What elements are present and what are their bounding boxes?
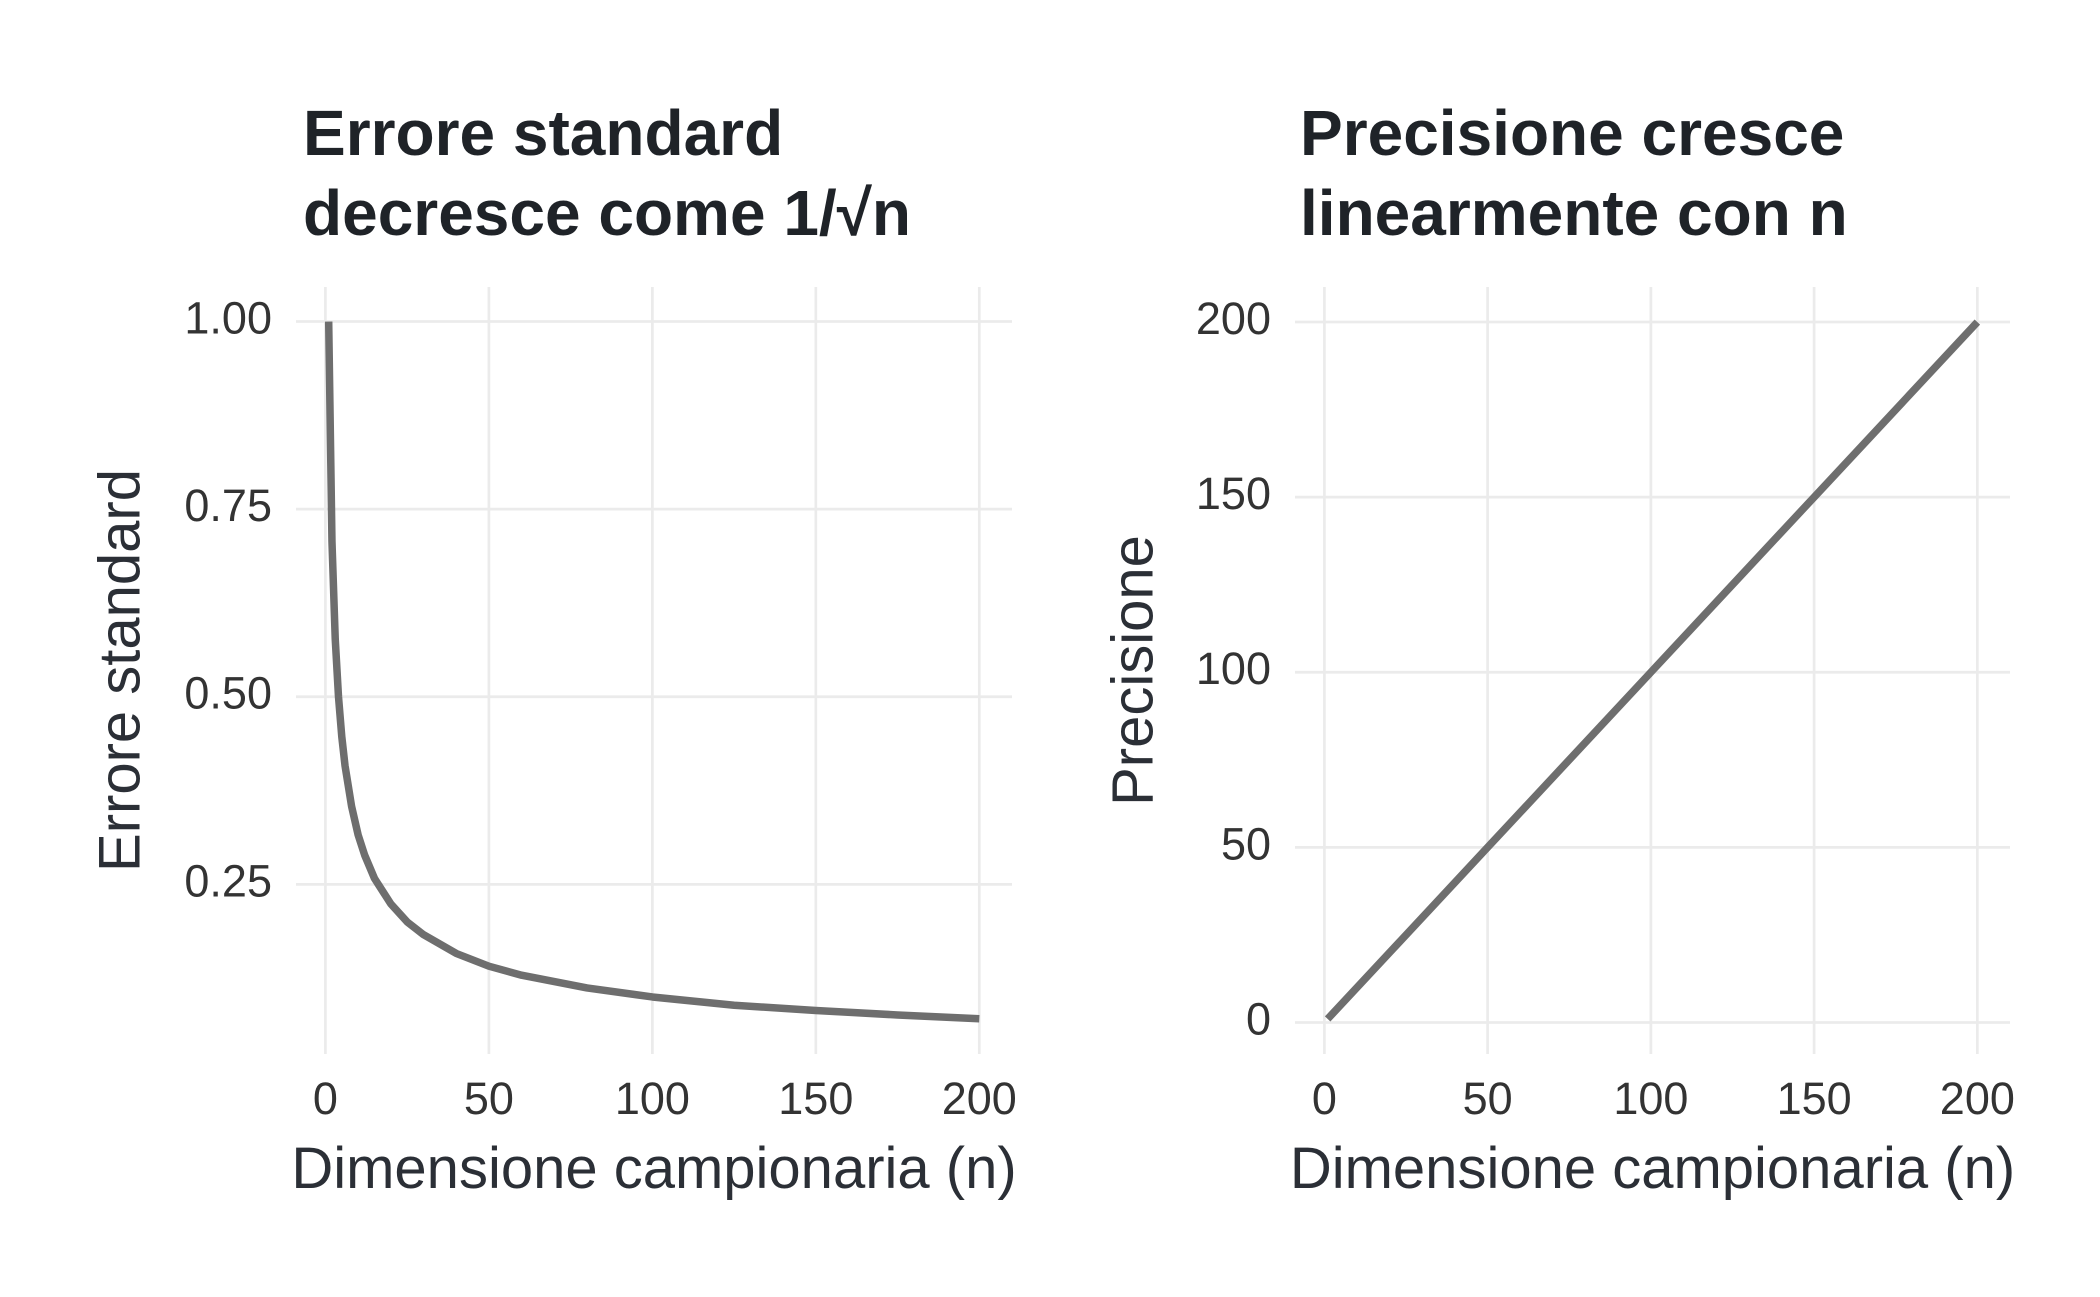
data-line: [1324, 319, 1981, 1022]
chart-title: Errore standard: [303, 97, 783, 169]
y-axis-title: Errore standard: [87, 469, 152, 872]
y-tick-label: 0.25: [184, 855, 272, 906]
y-axis-title: Precisione: [1100, 535, 1165, 806]
x-tick-label: 100: [1613, 1073, 1688, 1124]
y-tick-label: 200: [1196, 293, 1271, 344]
y-tick-label: 50: [1221, 818, 1271, 869]
y-tick-label: 0.75: [184, 480, 272, 531]
y-tick-label: 100: [1196, 643, 1271, 694]
x-tick-label: 150: [778, 1073, 853, 1124]
x-tick-label: 0: [313, 1073, 338, 1124]
x-tick-label: 50: [464, 1073, 514, 1124]
x-axis-title: Dimensione campionaria (n): [1290, 1136, 2015, 1201]
y-tick-label: 150: [1196, 468, 1271, 519]
chart-title: decresce come 1/√n: [303, 177, 911, 249]
x-tick-label: 100: [615, 1073, 690, 1124]
x-tick-label: 50: [1463, 1073, 1513, 1124]
x-tick-label: 150: [1777, 1073, 1852, 1124]
chart-title: Precisione cresce: [1300, 97, 1844, 169]
x-tick-label: 200: [942, 1073, 1017, 1124]
chart-title: linearmente con n: [1300, 177, 1848, 249]
y-tick-label: 0: [1246, 993, 1271, 1044]
y-tick-label: 1.00: [184, 292, 272, 343]
x-tick-label: 0: [1312, 1073, 1337, 1124]
x-tick-label: 200: [1940, 1073, 2015, 1124]
x-axis-title: Dimensione campionaria (n): [291, 1136, 1016, 1201]
data-line: [324, 321, 980, 1023]
y-tick-label: 0.50: [184, 668, 272, 719]
